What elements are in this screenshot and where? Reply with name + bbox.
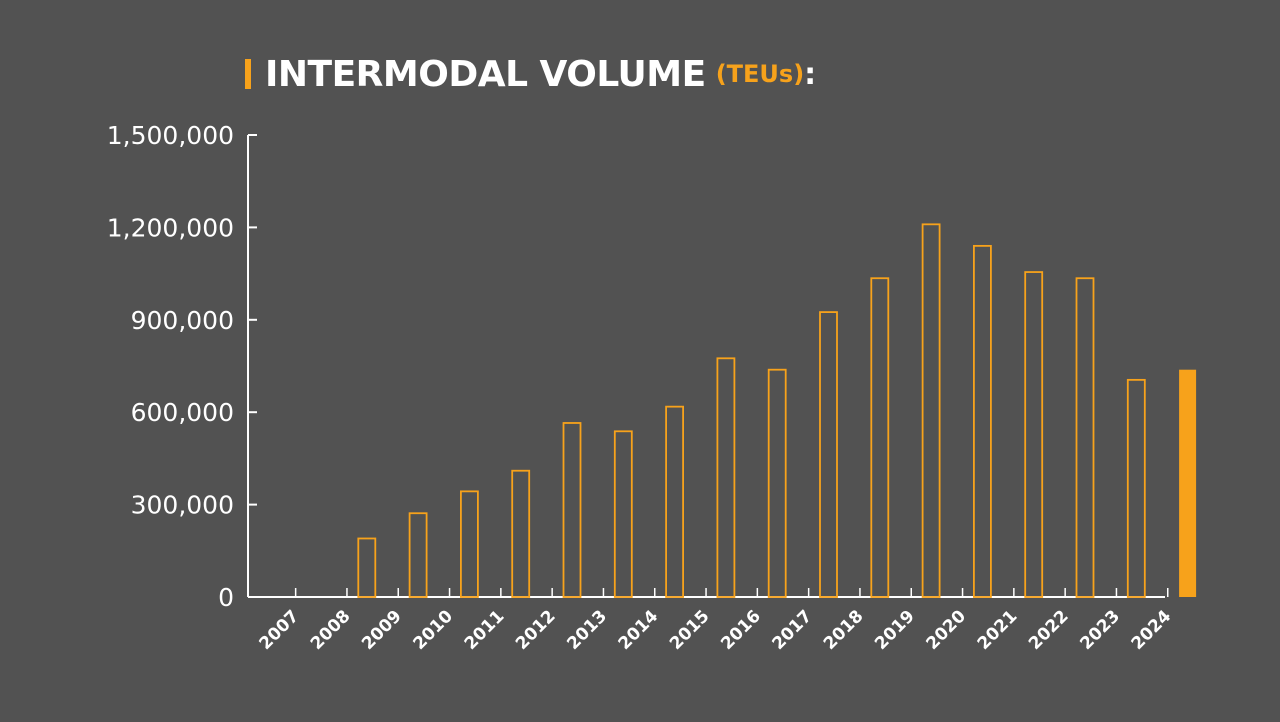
y-tick-label: 900,000 <box>131 306 234 335</box>
bar-2020 <box>973 244 992 598</box>
bar-2016 <box>767 368 787 598</box>
x-tick-label-2024: 2024 <box>1128 606 1176 654</box>
x-tick-label-2019: 2019 <box>871 606 919 654</box>
x-tick-label-2016: 2016 <box>717 606 765 654</box>
chart-title-text: INTERMODAL VOLUME <box>265 53 706 95</box>
x-tick-label-2011: 2011 <box>461 606 509 654</box>
x-tick-label-2014: 2014 <box>615 606 663 654</box>
x-tick-label-2017: 2017 <box>769 606 817 654</box>
x-tick-label-2010: 2010 <box>409 606 457 654</box>
bar-2012 <box>562 422 582 598</box>
bar-2024 <box>1179 369 1197 597</box>
x-tick-label-2008: 2008 <box>307 606 355 654</box>
x-tick-label-2023: 2023 <box>1076 606 1124 654</box>
bar-2009 <box>408 512 428 598</box>
chart-title: INTERMODAL VOLUME (TEUs) : <box>245 52 816 96</box>
bar-2022 <box>1075 277 1095 598</box>
x-tick-label-2021: 2021 <box>974 606 1022 654</box>
y-tick-label: 600,000 <box>131 398 234 427</box>
chart-title-unit: (TEUs) <box>715 60 805 88</box>
x-tick-label-2018: 2018 <box>820 606 868 654</box>
x-tick-label-2009: 2009 <box>358 606 406 654</box>
bar-2014 <box>665 405 684 598</box>
bar-2015 <box>716 357 736 598</box>
y-tick-label: 0 <box>218 583 234 612</box>
bar-2017 <box>819 311 838 598</box>
title-accent-bar <box>245 59 251 89</box>
bar-2008 <box>357 537 377 598</box>
bar-2011 <box>511 469 531 598</box>
y-tick-label: 300,000 <box>131 491 234 520</box>
bar-2010 <box>459 490 479 598</box>
bar-2018 <box>870 277 890 598</box>
x-tick-label-2015: 2015 <box>666 606 714 654</box>
bar-2023 <box>1126 378 1146 598</box>
x-tick-label-2007: 2007 <box>256 606 304 654</box>
bar-2019 <box>921 223 941 598</box>
x-tick-label-2012: 2012 <box>512 606 560 654</box>
x-tick-label-2020: 2020 <box>922 606 970 654</box>
y-tick-label: 1,200,000 <box>107 213 234 242</box>
x-tick-label-2022: 2022 <box>1025 606 1073 654</box>
x-tick-label-2013: 2013 <box>563 606 611 654</box>
chart-title-colon: : <box>804 56 817 92</box>
bar-2021 <box>1024 271 1044 598</box>
bar-2013 <box>613 430 633 598</box>
y-tick-label: 1,500,000 <box>107 121 234 150</box>
